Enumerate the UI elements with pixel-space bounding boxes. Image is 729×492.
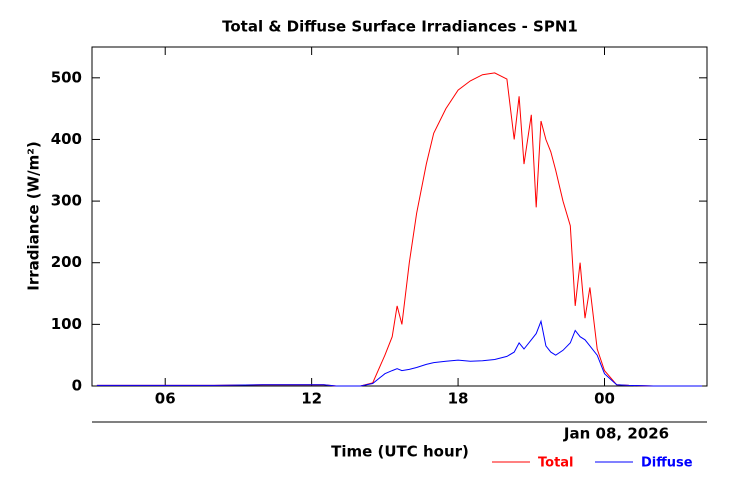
y-tick-label: 500 xyxy=(51,68,82,86)
x-tick-label: 06 xyxy=(155,390,176,408)
y-tick-label: 400 xyxy=(51,130,82,148)
series-line xyxy=(96,72,703,387)
chart-title: Total & Diffuse Surface Irradiances - SP… xyxy=(222,18,578,36)
plot-frame xyxy=(91,46,708,387)
y-axis-label: Irradiance (W/m²) xyxy=(25,141,43,290)
x-tick-label: 12 xyxy=(301,390,322,408)
legend-label: Total xyxy=(538,456,574,471)
x-tick-label: 00 xyxy=(594,390,615,408)
x-tick-label: 18 xyxy=(448,390,469,408)
legend-label: Diffuse xyxy=(641,456,693,471)
y-tick-label: 200 xyxy=(51,253,82,271)
y-tick-label: 0 xyxy=(72,377,82,395)
date-label: Jan 08, 2026 xyxy=(563,425,669,443)
x-axis-label: Time (UTC hour) xyxy=(331,443,469,461)
y-tick-label: 100 xyxy=(51,315,82,333)
series-line xyxy=(96,319,703,387)
y-tick-label: 300 xyxy=(51,192,82,210)
